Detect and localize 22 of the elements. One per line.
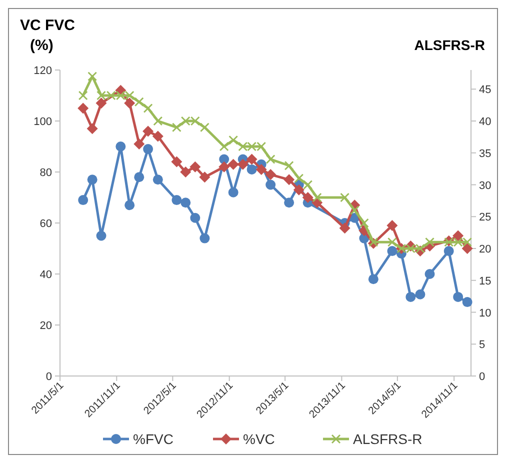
y-tick-label: 100 [34,116,52,128]
y-tick-label: 20 [40,320,52,332]
legend-label: %VC [243,431,275,447]
y2-tick-label: 5 [479,339,486,352]
y-tick-label: 80 [40,167,52,179]
y-tick-label: 40 [40,269,52,281]
y-axis-title: VC FVC (%) [20,17,76,54]
y2-tick-label: 20 [479,244,492,256]
y-tick-label: 60 [40,218,52,230]
y2-tick-label: 25 [479,212,492,224]
y-tick-label: 0 [46,371,52,383]
y2-tick-label: 0 [479,371,486,383]
y2-tick-label: 30 [479,180,492,192]
y2-tick-label: 10 [479,307,492,320]
y2-tick-label: 15 [479,275,492,288]
y-tick-label: 120 [34,65,52,77]
legend-label: %FVC [133,431,174,447]
legend-label: ALSFRS-R [353,431,422,447]
y2-tick-label: 35 [479,148,492,160]
y2-axis-title: ALSFRS-R [414,37,485,53]
y2-tick-label: 40 [479,116,492,128]
y2-tick-label: 45 [479,84,492,96]
